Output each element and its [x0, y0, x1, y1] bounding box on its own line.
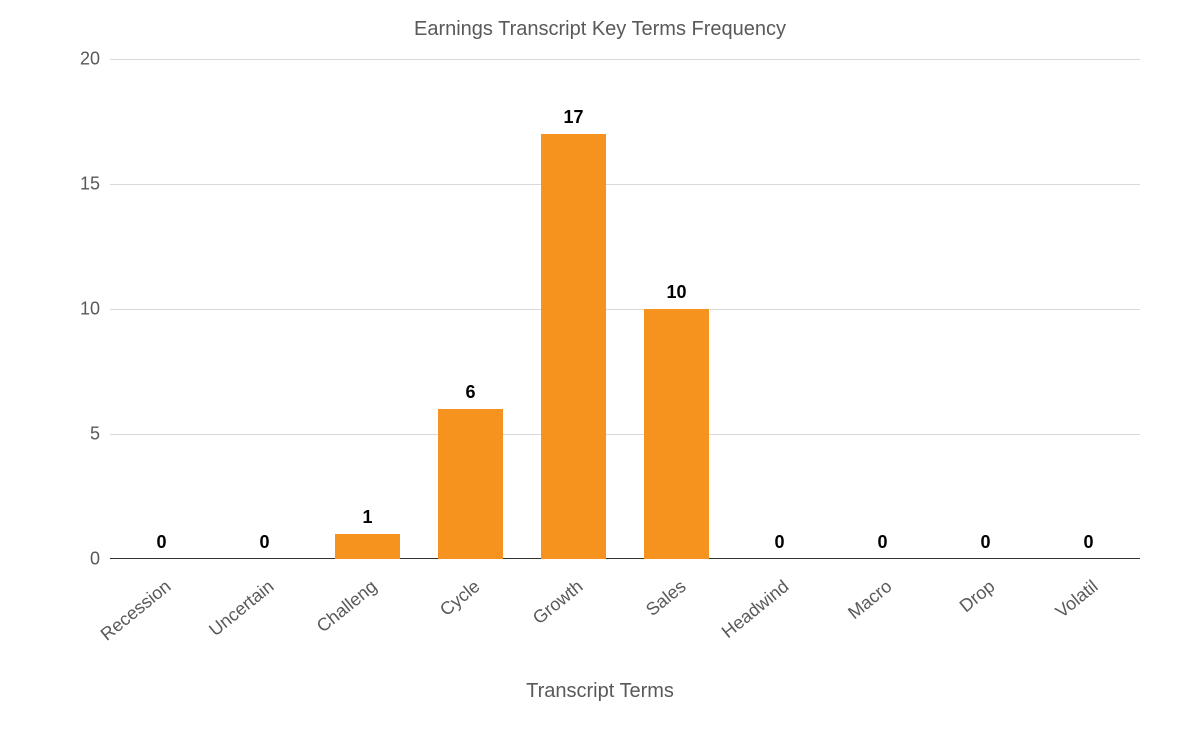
chart-container: Earnings Transcript Key Terms Frequency …: [40, 10, 1160, 730]
x-tick-label: Challeng: [312, 576, 380, 637]
x-tick-label: Recession: [96, 576, 175, 645]
x-label-slot: Sales: [625, 570, 728, 660]
bar-slot: 0: [213, 59, 316, 559]
bar: [541, 134, 607, 559]
x-tick-label: Sales: [642, 576, 690, 621]
x-axis-title: Transcript Terms: [40, 680, 1160, 703]
chart-title: Earnings Transcript Key Terms Frequency: [40, 18, 1160, 41]
bar-slot: 6: [419, 59, 522, 559]
x-tick-label: Uncertain: [205, 576, 278, 641]
bar-value-label: 10: [666, 282, 686, 303]
x-tick-label: Growth: [528, 576, 586, 629]
y-tick-label: 5: [60, 424, 110, 445]
y-tick-label: 10: [60, 299, 110, 320]
bar-slot: 0: [728, 59, 831, 559]
x-axis-labels: RecessionUncertainChallengCycleGrowthSal…: [110, 570, 1140, 660]
bar-value-label: 1: [362, 507, 372, 528]
x-tick-label: Macro: [844, 576, 896, 624]
bar: [335, 534, 401, 559]
y-tick-label: 0: [60, 549, 110, 570]
bar-value-label: 0: [774, 532, 784, 553]
x-tick-label: Cycle: [436, 576, 484, 621]
bars-group: 0 0 1 6 17 10 0 0 0 0: [110, 59, 1140, 559]
x-label-slot: Growth: [522, 570, 625, 660]
bar-value-label: 0: [156, 532, 166, 553]
x-tick-label: Headwind: [717, 576, 792, 643]
bar-slot: 0: [1037, 59, 1140, 559]
x-label-slot: Volatil: [1037, 570, 1140, 660]
x-label-slot: Macro: [831, 570, 934, 660]
bar-slot: 0: [110, 59, 213, 559]
x-label-slot: Cycle: [419, 570, 522, 660]
x-label-slot: Recession: [110, 570, 213, 660]
x-label-slot: Headwind: [728, 570, 831, 660]
bar-slot: 17: [522, 59, 625, 559]
bar-value-label: 0: [980, 532, 990, 553]
bar-value-label: 0: [1083, 532, 1093, 553]
x-label-slot: Drop: [934, 570, 1037, 660]
bar-value-label: 6: [465, 382, 475, 403]
x-label-slot: Uncertain: [213, 570, 316, 660]
bar-slot: 0: [831, 59, 934, 559]
y-tick-label: 15: [60, 174, 110, 195]
plot-area: 05101520 001617100000: [110, 59, 1140, 559]
bar: [438, 409, 504, 559]
bar-value-label: 17: [563, 107, 583, 128]
bar-value-label: 0: [259, 532, 269, 553]
bar-value-label: 0: [877, 532, 887, 553]
x-tick-label: Drop: [955, 576, 999, 617]
bar: [644, 309, 710, 559]
x-label-slot: Challeng: [316, 570, 419, 660]
bar-slot: 0: [934, 59, 1037, 559]
bar-slot: 10: [625, 59, 728, 559]
bar-slot: 1: [316, 59, 419, 559]
y-tick-label: 20: [60, 49, 110, 70]
x-tick-label: Volatil: [1051, 576, 1102, 623]
